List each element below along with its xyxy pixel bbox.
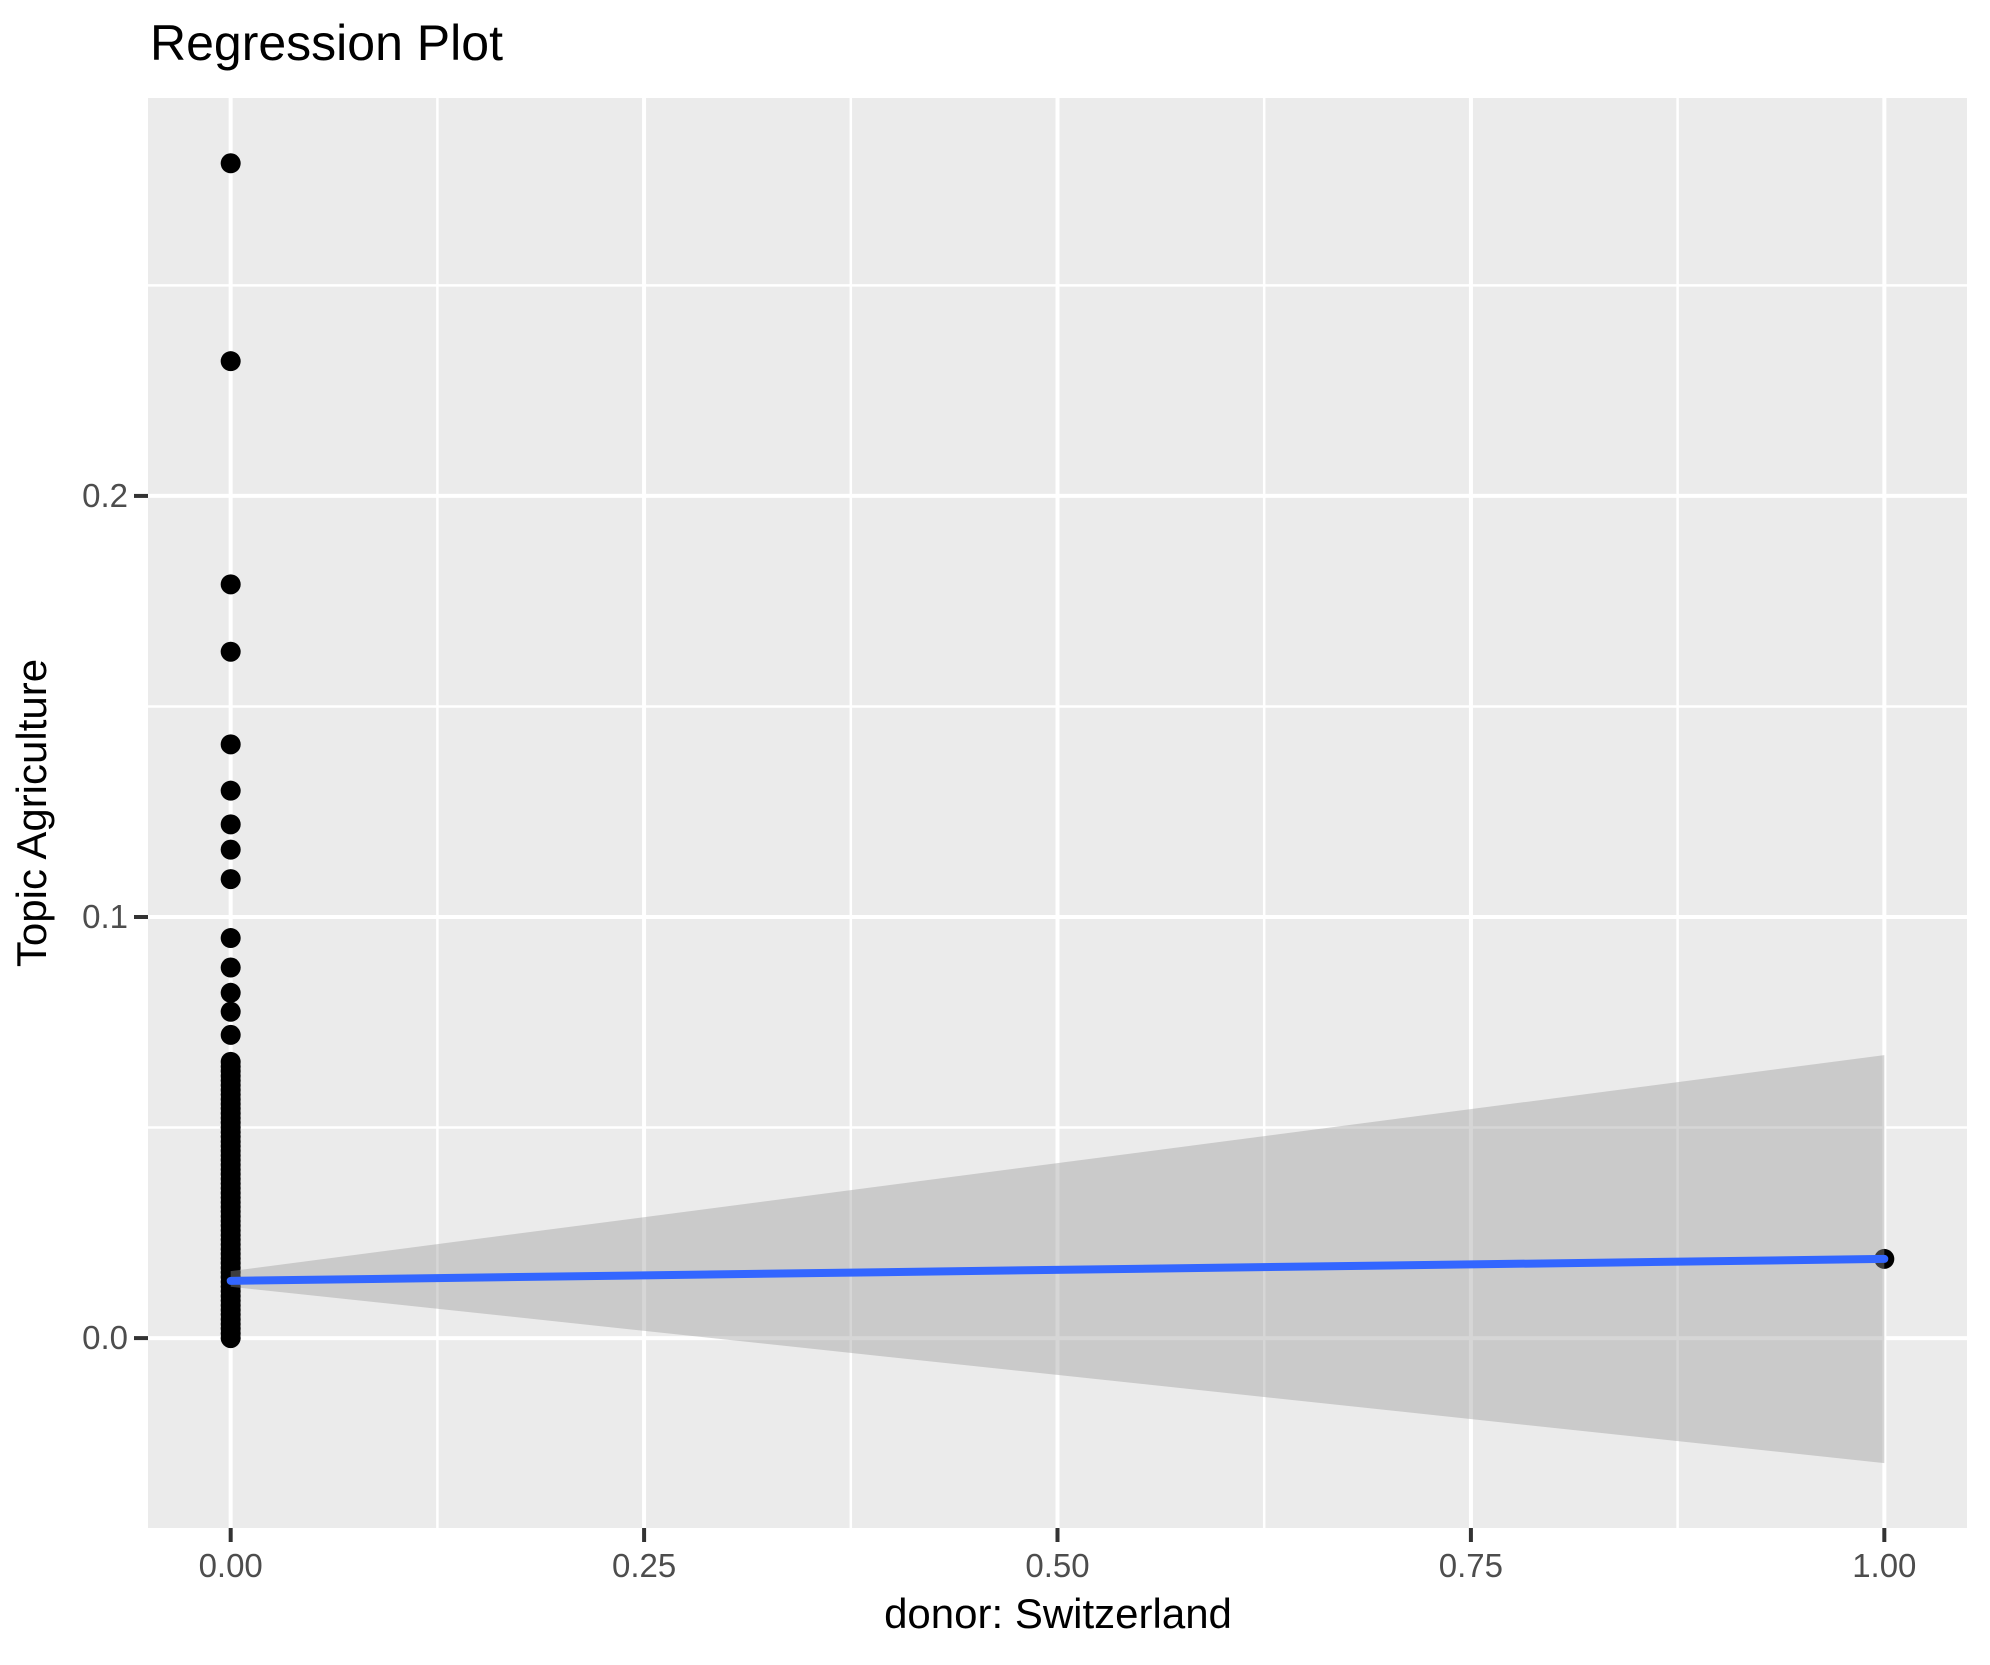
x-tick-label: 0.50 xyxy=(1025,1547,1089,1584)
x-tick-labels: 0.00 0.25 0.50 0.75 1.00 xyxy=(199,1547,1917,1584)
data-point xyxy=(220,1001,241,1022)
data-point xyxy=(220,1051,241,1072)
major-gridlines xyxy=(148,98,1967,1528)
x-tick-label: 0.75 xyxy=(1439,1547,1503,1584)
x-tick-label: 0.25 xyxy=(612,1547,676,1584)
y-tick-label: 0.2 xyxy=(82,477,128,514)
data-point xyxy=(220,351,241,372)
data-point xyxy=(220,734,241,755)
x-axis-title: donor: Switzerland xyxy=(884,1590,1232,1637)
data-point xyxy=(220,928,241,949)
data-point xyxy=(220,839,241,860)
y-tick-labels: 0.0 0.1 0.2 xyxy=(82,477,128,1356)
y-axis-title: Topic Agriculture xyxy=(8,659,55,967)
scatter-points xyxy=(220,153,1895,1349)
x-tick-label: 1.00 xyxy=(1852,1547,1916,1584)
plot-title: Regression Plot xyxy=(150,15,503,71)
regression-line xyxy=(226,1254,1889,1285)
confidence-band xyxy=(230,1055,1885,1464)
data-point xyxy=(220,814,241,835)
y-tick-label: 0.1 xyxy=(82,898,128,935)
x-tick-label: 0.00 xyxy=(199,1547,263,1584)
data-point xyxy=(220,780,241,801)
data-point xyxy=(220,982,241,1003)
data-point xyxy=(220,1024,241,1045)
y-tick-label: 0.0 xyxy=(82,1319,128,1356)
data-point xyxy=(220,574,241,595)
data-point xyxy=(220,641,241,662)
data-point xyxy=(220,869,241,890)
axis-tick-marks xyxy=(134,493,1887,1542)
data-point xyxy=(220,153,241,174)
data-point xyxy=(220,957,241,978)
